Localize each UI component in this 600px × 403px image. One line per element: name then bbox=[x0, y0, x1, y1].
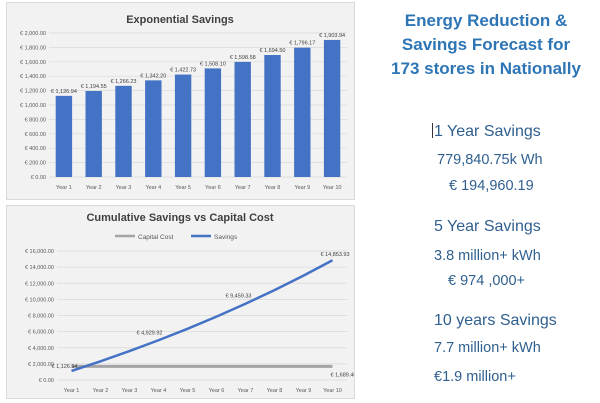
cumulative-savings-panel: Cumulative Savings vs Capital Cost Capit… bbox=[6, 205, 357, 399]
x-tick-label: Year 10 bbox=[323, 388, 342, 394]
bar-year-7 bbox=[234, 61, 251, 178]
y-tick-label: € 2,000.00 bbox=[20, 31, 46, 37]
headline-line-2: Savings Forecast for bbox=[401, 35, 571, 54]
x-tick-label: Year 2 bbox=[93, 388, 109, 394]
data-label: € 1,266.23 bbox=[111, 79, 137, 85]
data-label: € 1,508.10 bbox=[200, 61, 226, 67]
ten-year-kwh: 7.7 million+ kWh bbox=[434, 340, 541, 356]
five-year-title: 5 Year Savings bbox=[434, 218, 541, 235]
x-tick-label: Year 1 bbox=[64, 388, 80, 394]
data-label: € 4,929.92 bbox=[137, 330, 163, 336]
x-tick-label: Year 6 bbox=[209, 388, 225, 394]
data-label: € 9,459.33 bbox=[226, 294, 252, 300]
one-year-title: 1 Year Savings bbox=[432, 123, 541, 141]
data-label: € 1,422.73 bbox=[170, 68, 196, 74]
chart-title: Cumulative Savings vs Capital Cost bbox=[86, 212, 273, 224]
bar-year-9 bbox=[294, 47, 311, 178]
one-year-eur: € 194,960.19 bbox=[449, 178, 534, 194]
y-tick-label: € 10,000.00 bbox=[25, 297, 54, 303]
y-tick-label: € 4,000.00 bbox=[28, 346, 54, 352]
bar-year-10 bbox=[323, 39, 341, 177]
legend: Capital Cost Savings bbox=[115, 234, 238, 241]
one-year-kwh: 779,840.75k Wh bbox=[437, 152, 543, 168]
y-tick-label: € 1,000.00 bbox=[20, 103, 46, 109]
bar-year-6 bbox=[204, 68, 222, 177]
x-tick-label: Year 3 bbox=[116, 185, 132, 191]
exponential-savings-panel: Exponential Savings € 0.00 € 200.00 € 400.… bbox=[6, 2, 355, 200]
y-tick-label: € 16,000.00 bbox=[25, 249, 54, 255]
y-tick-label: € 1,400.00 bbox=[20, 74, 46, 80]
x-tick-label: Year 1 bbox=[56, 185, 72, 191]
x-tick-label: Year 2 bbox=[86, 185, 102, 191]
data-label: € 1,796.17 bbox=[289, 41, 315, 47]
x-tick-label: Year 7 bbox=[235, 185, 251, 191]
y-tick-label: € 6,000.00 bbox=[28, 330, 54, 336]
x-tick-label: Year 6 bbox=[205, 185, 221, 191]
data-label: € 1,342.20 bbox=[140, 73, 166, 79]
legend-savings-label: Savings bbox=[214, 234, 238, 241]
data-label: € 1,126.94 bbox=[52, 364, 78, 370]
bar-year-8 bbox=[264, 54, 281, 177]
x-tick-label: Year 8 bbox=[267, 388, 283, 394]
y-tick-label: € 2,000.00 bbox=[28, 362, 54, 368]
ten-year-eur: €1.9 million+ bbox=[434, 369, 516, 385]
y-tick-label: € 1,800.00 bbox=[20, 45, 46, 51]
x-tick-label: Year 9 bbox=[294, 185, 310, 191]
one-year-title-text: 1 Year Savings bbox=[434, 123, 541, 140]
five-year-kwh: 3.8 million+ kWh bbox=[434, 248, 541, 264]
x-tick-label: Year 5 bbox=[175, 185, 191, 191]
headline-line-3: 173 stores in Nationally bbox=[391, 59, 581, 78]
bar-year-4 bbox=[145, 80, 162, 177]
x-tick-label: Year 3 bbox=[122, 388, 138, 394]
legend-capital-cost-label: Capital Cost bbox=[138, 234, 174, 241]
y-tick-label: € 14,000.00 bbox=[25, 265, 54, 271]
data-label: € 14,853.93 bbox=[321, 252, 350, 258]
ten-year-title: 10 years Savings bbox=[434, 312, 557, 329]
bar-year-1 bbox=[55, 95, 73, 177]
x-tick-label: Year 4 bbox=[151, 388, 167, 394]
x-tick-label: Year 4 bbox=[145, 185, 161, 191]
y-tick-label: € 600.00 bbox=[25, 132, 46, 138]
x-tick-label: Year 7 bbox=[238, 388, 254, 394]
y-tick-label: € 8,000.00 bbox=[28, 314, 54, 320]
y-tick-label: € 800.00 bbox=[25, 117, 46, 123]
x-tick-label: Year 8 bbox=[265, 185, 281, 191]
x-tick-label: Year 9 bbox=[296, 388, 312, 394]
y-tick-label: € 200.00 bbox=[25, 161, 46, 167]
series-line-savings bbox=[71, 259, 334, 373]
chart-title: Exponential Savings bbox=[126, 14, 234, 26]
bar-year-5 bbox=[174, 74, 192, 177]
y-tick-label: € 0.00 bbox=[31, 175, 46, 181]
headline-line-1: Energy Reduction & bbox=[404, 11, 568, 30]
bar-year-3 bbox=[115, 85, 132, 177]
data-label: € 1,689.40 bbox=[331, 372, 355, 378]
data-label: € 1,694.50 bbox=[260, 48, 286, 54]
data-label: € 1,194.55 bbox=[81, 84, 107, 90]
y-tick-label: € 1,200.00 bbox=[20, 89, 46, 95]
data-label: € 1,903.94 bbox=[319, 33, 345, 39]
bar-year-2 bbox=[85, 90, 102, 177]
summary-panel: Energy Reduction & Savings Forecast for … bbox=[372, 0, 600, 400]
y-tick-label: € 400.00 bbox=[25, 146, 46, 152]
data-label: € 1,126.94 bbox=[51, 89, 77, 95]
data-label: € 1,598.58 bbox=[230, 55, 256, 61]
x-tick-label: Year 10 bbox=[323, 185, 342, 191]
x-tick-label: Year 5 bbox=[180, 388, 196, 394]
exponential-savings-chart: Exponential Savings € 0.00 € 200.00 € 400.… bbox=[20, 14, 347, 191]
y-tick-label: € 1,600.00 bbox=[20, 60, 46, 66]
five-year-eur: € 974 ,000+ bbox=[448, 273, 526, 289]
y-tick-label: € 12,000.00 bbox=[25, 281, 54, 287]
text-cursor bbox=[432, 123, 433, 138]
cumulative-savings-chart: Cumulative Savings vs Capital Cost Capit… bbox=[25, 212, 357, 394]
y-tick-label: € 0.00 bbox=[39, 378, 54, 384]
